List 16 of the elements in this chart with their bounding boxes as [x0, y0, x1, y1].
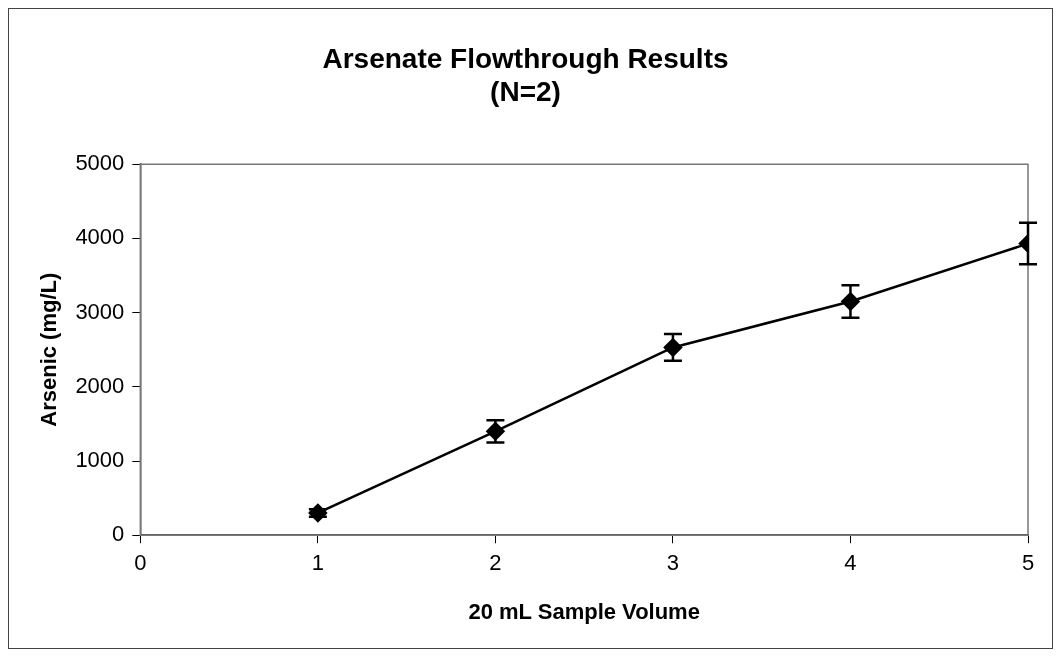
x-tick-label: 3	[666, 550, 680, 576]
x-axis-title: 20 mL Sample Volume	[468, 598, 700, 624]
text: Arsenate Flowthrough Results	[322, 42, 729, 74]
y-tick-label: 0	[112, 521, 125, 547]
y-tick-label: 4000	[75, 224, 125, 250]
x-tick-label: 0	[134, 550, 147, 576]
y-tick-label: 5000	[75, 150, 125, 176]
x-tick-label: 2	[489, 550, 502, 576]
y-tick-label: 1000	[75, 447, 125, 473]
y-tick-label: 3000	[75, 298, 125, 324]
text: (N=2)	[490, 76, 561, 108]
y-tick-label: 2000	[75, 372, 125, 398]
x-tick-label: 5	[1021, 550, 1035, 576]
x-tick-label: 1	[311, 550, 324, 576]
y-axis-title: Arsenic (mg/L)	[36, 272, 62, 427]
x-tick-label: 4	[844, 550, 857, 576]
